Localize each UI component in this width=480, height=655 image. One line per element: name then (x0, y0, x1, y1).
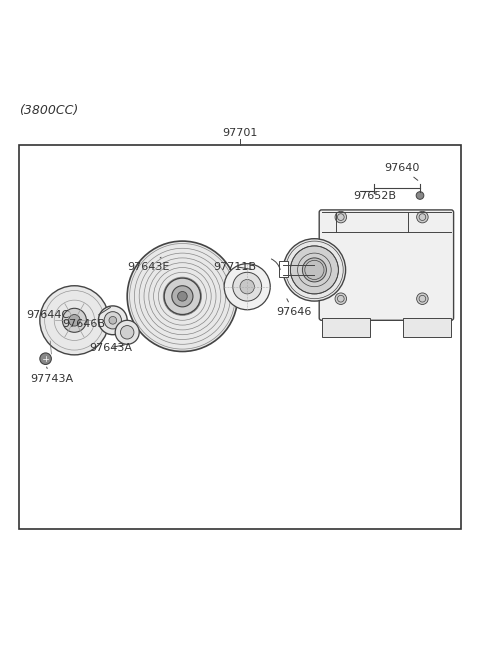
Bar (19, 145, 461, 529)
Circle shape (240, 280, 254, 294)
Text: (3800CC): (3800CC) (19, 104, 78, 117)
Circle shape (416, 192, 424, 199)
Circle shape (109, 316, 117, 324)
Circle shape (335, 293, 347, 305)
FancyBboxPatch shape (319, 210, 454, 320)
Text: 97640: 97640 (384, 162, 420, 180)
Bar (279, 261, 288, 277)
Text: 97646B: 97646B (62, 307, 110, 329)
Circle shape (417, 212, 428, 223)
Text: 97644C: 97644C (26, 310, 70, 320)
Circle shape (120, 326, 134, 339)
Circle shape (172, 286, 193, 307)
Circle shape (164, 278, 201, 314)
Circle shape (62, 309, 86, 332)
Circle shape (417, 293, 428, 305)
Circle shape (115, 320, 139, 345)
Circle shape (302, 258, 326, 282)
Circle shape (104, 312, 121, 329)
Circle shape (178, 291, 187, 301)
Circle shape (98, 306, 127, 335)
Text: 97701: 97701 (222, 128, 258, 138)
Text: 97646: 97646 (276, 299, 312, 317)
Text: 97711B: 97711B (214, 261, 257, 272)
Text: 97743A: 97743A (30, 367, 73, 384)
Circle shape (290, 246, 338, 294)
Circle shape (224, 264, 270, 310)
Circle shape (40, 353, 51, 364)
Circle shape (283, 238, 346, 301)
Bar (403, 318, 451, 337)
Text: 97652B: 97652B (353, 191, 396, 202)
Circle shape (127, 241, 238, 352)
Circle shape (335, 212, 347, 223)
Text: 97643E: 97643E (127, 257, 169, 272)
Circle shape (40, 286, 109, 355)
Circle shape (69, 314, 80, 326)
Text: 97643A: 97643A (89, 343, 132, 352)
Bar (322, 318, 370, 337)
Circle shape (233, 272, 262, 301)
